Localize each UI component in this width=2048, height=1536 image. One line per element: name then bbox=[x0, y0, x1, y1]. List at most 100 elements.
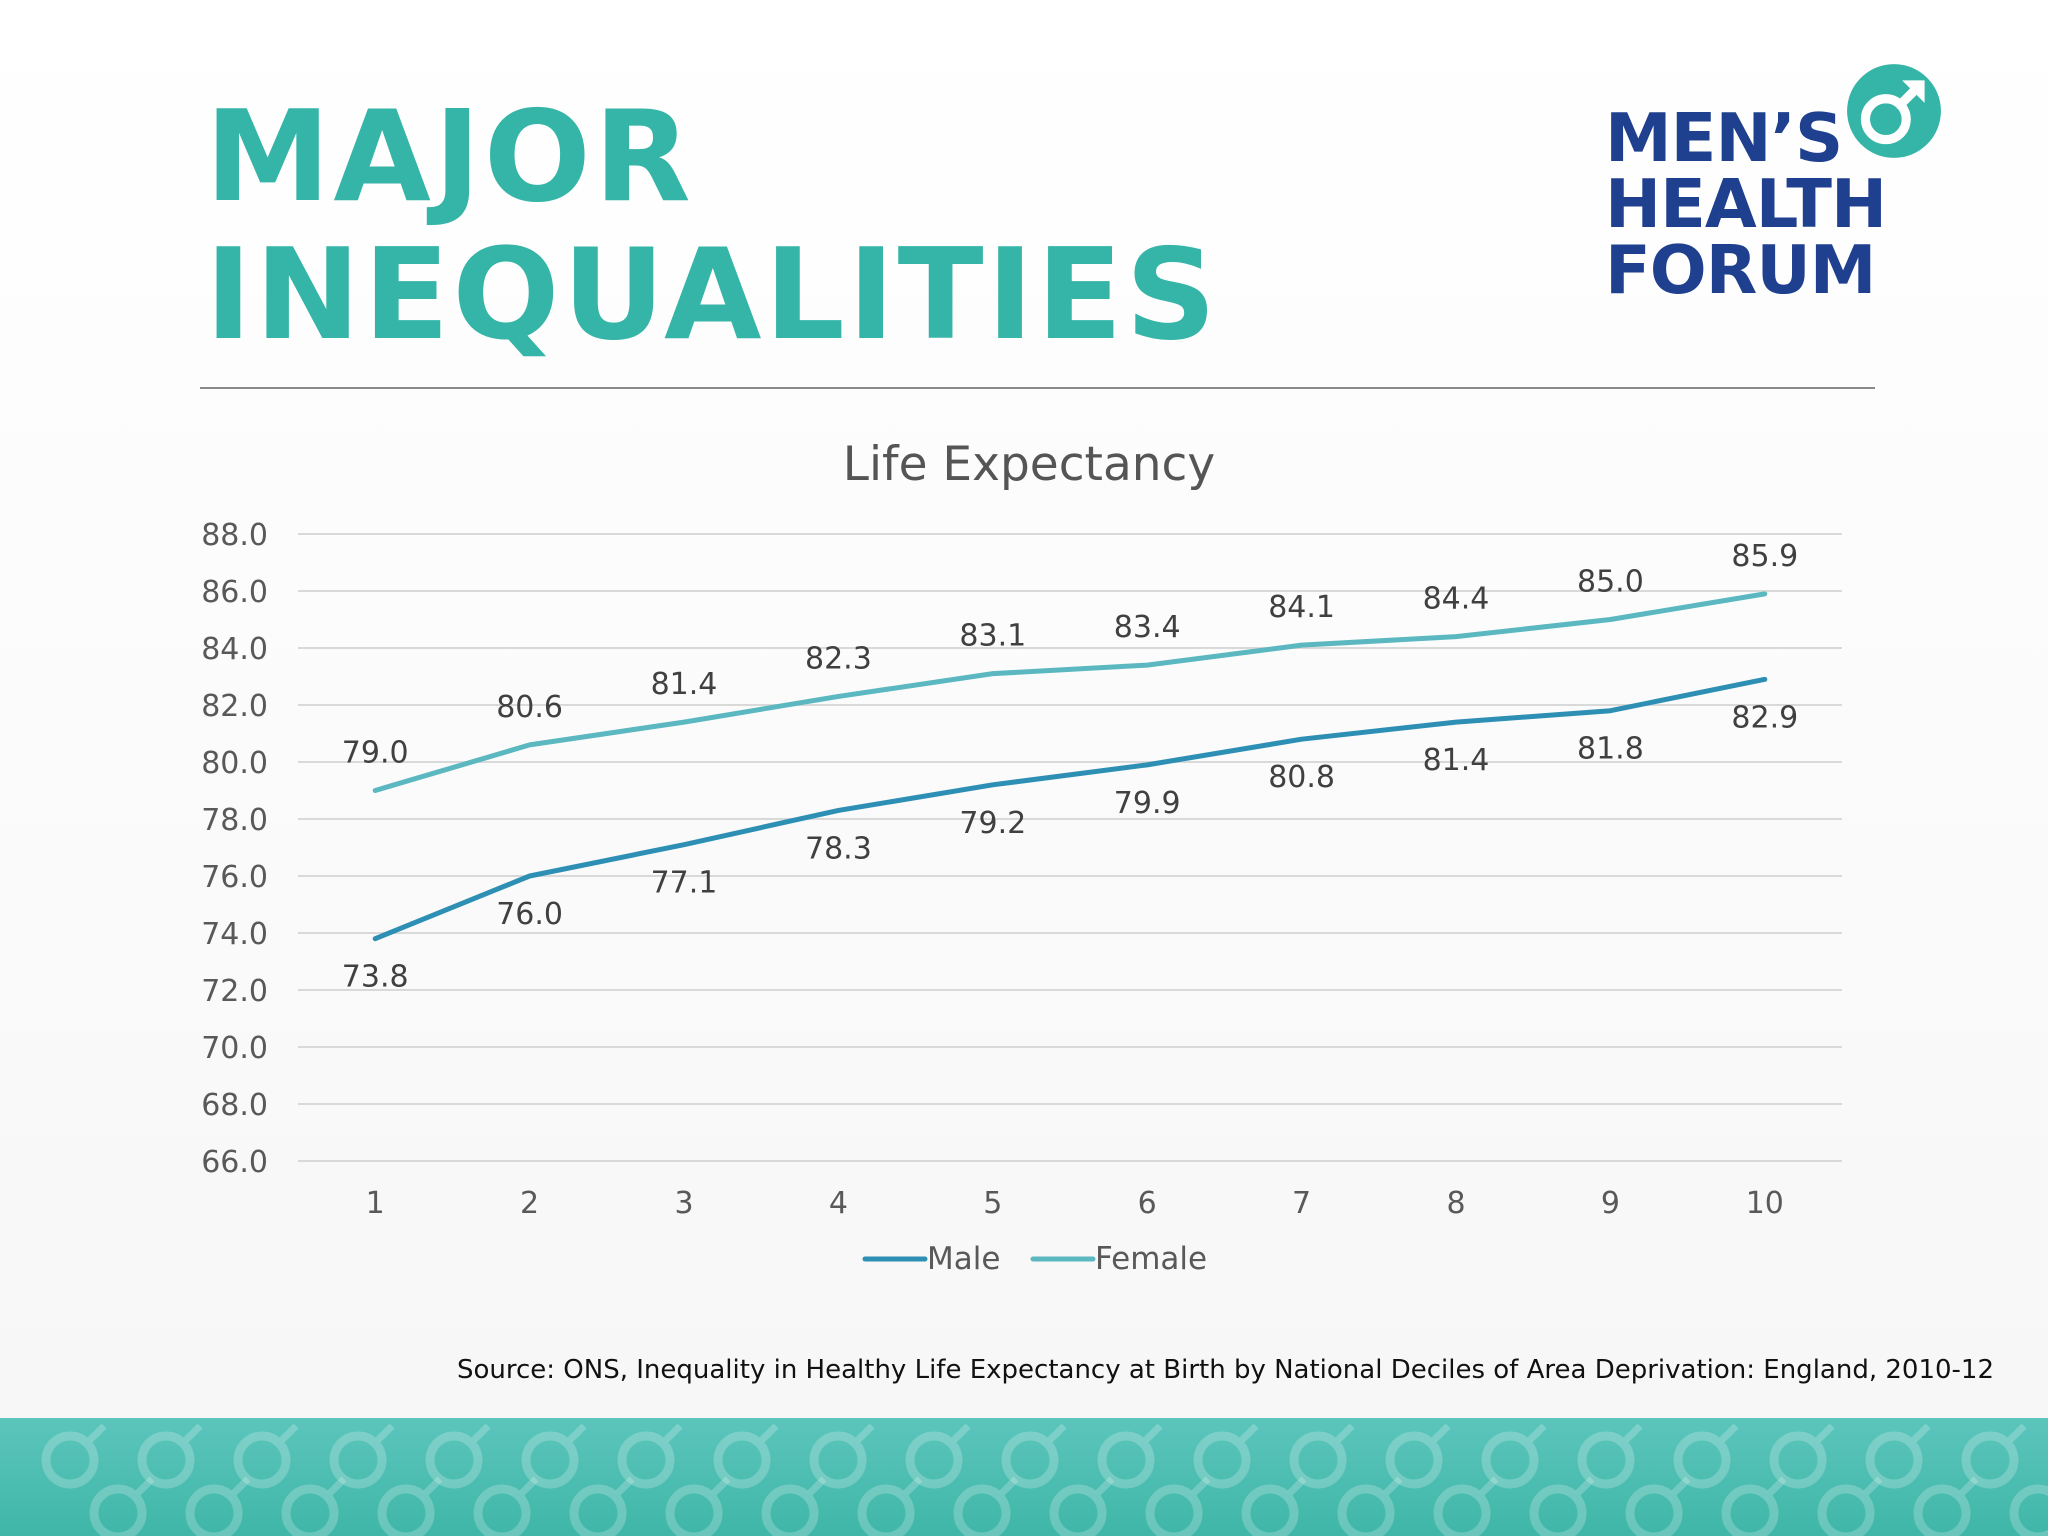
series-line-female bbox=[372, 591, 1768, 793]
male-symbol-icon bbox=[905, 1423, 971, 1489]
male-symbol-icon bbox=[2009, 1484, 2048, 1536]
footer-pattern bbox=[41, 1423, 2048, 1536]
male-symbol-icon bbox=[1337, 1476, 1403, 1536]
male-symbol-icon bbox=[809, 1423, 875, 1489]
male-symbol-icon bbox=[665, 1476, 731, 1536]
chart-legend: Male Female bbox=[862, 1241, 1207, 1277]
male-symbol-icon bbox=[1913, 1476, 1979, 1536]
male-symbol-icon bbox=[1961, 1423, 2027, 1489]
data-label-female: 79.0 bbox=[342, 736, 409, 771]
logo-wordmark: MEN’S HEALTH FORUM bbox=[1605, 99, 1887, 309]
grid-lines bbox=[298, 533, 1842, 1162]
y-tick-label: 86.0 bbox=[201, 575, 268, 610]
data-label-male: 79.9 bbox=[1114, 786, 1181, 821]
male-symbol-icon bbox=[473, 1476, 539, 1536]
data-label-male: 73.8 bbox=[342, 960, 409, 995]
male-symbol-icon bbox=[329, 1423, 395, 1489]
data-label-female: 83.4 bbox=[1114, 610, 1181, 645]
x-tick-label: 2 bbox=[520, 1186, 539, 1221]
male-symbol-icon bbox=[1673, 1423, 1739, 1489]
male-symbol-icon bbox=[521, 1423, 587, 1489]
x-tick-label: 10 bbox=[1746, 1186, 1784, 1221]
male-symbol-icon bbox=[233, 1423, 299, 1489]
y-tick-label: 74.0 bbox=[201, 917, 268, 952]
male-symbol-icon bbox=[1193, 1423, 1259, 1489]
mens-health-forum-logo: MEN’S HEALTH FORUM bbox=[1605, 60, 1945, 310]
male-symbol-icon bbox=[1529, 1476, 1595, 1536]
data-label-female: 82.3 bbox=[805, 641, 872, 676]
series-line-male bbox=[372, 676, 1768, 942]
data-label-female: 83.1 bbox=[959, 619, 1026, 654]
y-tick-label: 82.0 bbox=[201, 689, 268, 724]
slide-title: MAJOR INEQUALITIES bbox=[205, 88, 1219, 364]
data-labels: 73.8 76.0 77.1 78.3 79.2 79.9 80.8 81.4 81.8 82.9… bbox=[342, 539, 1798, 995]
x-tick-label: 1 bbox=[366, 1186, 385, 1221]
logo-line-2: HEALTH bbox=[1605, 165, 1887, 243]
data-label-female: 85.0 bbox=[1577, 565, 1644, 600]
y-tick-label: 66.0 bbox=[201, 1145, 268, 1180]
legend-label-female: Female bbox=[1095, 1241, 1207, 1277]
male-symbol-icon bbox=[281, 1476, 347, 1536]
male-symbol-icon bbox=[1385, 1423, 1451, 1489]
male-symbol-icon bbox=[137, 1423, 203, 1489]
male-symbol-icon bbox=[1097, 1423, 1163, 1489]
y-tick-label: 78.0 bbox=[201, 803, 268, 838]
x-tick-label: 6 bbox=[1138, 1186, 1157, 1221]
male-symbol-icon bbox=[1145, 1476, 1211, 1536]
x-tick-label: 5 bbox=[983, 1186, 1002, 1221]
x-tick-label: 8 bbox=[1446, 1186, 1465, 1221]
male-symbol-icon bbox=[1847, 64, 1941, 158]
legend-label-male: Male bbox=[927, 1241, 1000, 1277]
y-tick-label: 88.0 bbox=[201, 518, 268, 553]
y-tick-label: 70.0 bbox=[201, 1031, 268, 1066]
male-symbol-icon bbox=[1241, 1476, 1307, 1536]
title-line-2: INEQUALITIES bbox=[205, 221, 1220, 368]
data-label-female: 85.9 bbox=[1731, 539, 1798, 574]
y-tick-label: 68.0 bbox=[201, 1088, 268, 1123]
footer-band bbox=[0, 1418, 2048, 1536]
y-tick-label: 84.0 bbox=[201, 632, 268, 667]
male-symbol-icon bbox=[1625, 1476, 1691, 1536]
male-symbol-icon bbox=[953, 1476, 1019, 1536]
male-symbol-icon bbox=[1769, 1423, 1835, 1489]
data-label-female: 84.1 bbox=[1268, 590, 1335, 625]
male-symbol-icon bbox=[1289, 1423, 1355, 1489]
data-label-male: 76.0 bbox=[496, 897, 563, 932]
data-label-male: 78.3 bbox=[805, 831, 872, 866]
male-symbol-icon bbox=[1481, 1423, 1547, 1489]
male-symbol-icon bbox=[1049, 1476, 1115, 1536]
data-label-male: 79.2 bbox=[959, 806, 1026, 841]
male-symbol-icon bbox=[1577, 1423, 1643, 1489]
x-tick-label: 9 bbox=[1601, 1186, 1620, 1221]
male-symbol-icon bbox=[185, 1476, 251, 1536]
y-tick-label: 80.0 bbox=[201, 746, 268, 781]
title-line-1: MAJOR bbox=[205, 83, 694, 230]
logo-line-1: MEN’S bbox=[1605, 99, 1843, 177]
data-label-male: 82.9 bbox=[1731, 700, 1798, 735]
male-symbol-icon bbox=[41, 1423, 107, 1489]
male-symbol-icon bbox=[89, 1476, 155, 1536]
male-symbol-icon bbox=[425, 1423, 491, 1489]
data-label-male: 81.8 bbox=[1577, 732, 1644, 767]
data-label-female: 80.6 bbox=[496, 690, 563, 725]
life-expectancy-chart: 66.0 68.0 70.0 72.0 74.0 76.0 78.0 80.0 82.0 84.0… bbox=[201, 518, 1842, 1277]
male-symbol-icon bbox=[761, 1476, 827, 1536]
male-symbol-icon bbox=[857, 1476, 923, 1536]
data-label-female: 84.4 bbox=[1423, 582, 1490, 617]
x-tick-label: 7 bbox=[1292, 1186, 1311, 1221]
series-lines bbox=[372, 591, 1768, 942]
data-label-male: 81.4 bbox=[1423, 743, 1490, 778]
x-tick-label: 4 bbox=[829, 1186, 848, 1221]
male-symbol-icon bbox=[1817, 1476, 1883, 1536]
x-tick-label: 3 bbox=[674, 1186, 693, 1221]
male-symbol-icon bbox=[1865, 1423, 1931, 1489]
male-symbol-icon bbox=[1001, 1423, 1067, 1489]
male-symbol-icon bbox=[617, 1423, 683, 1489]
male-symbol-icon bbox=[1721, 1476, 1787, 1536]
male-symbol-icon bbox=[713, 1423, 779, 1489]
data-label-male: 80.8 bbox=[1268, 760, 1335, 795]
logo-line-3: FORUM bbox=[1605, 231, 1876, 309]
male-symbol-icon bbox=[377, 1476, 443, 1536]
data-label-female: 81.4 bbox=[651, 667, 718, 702]
